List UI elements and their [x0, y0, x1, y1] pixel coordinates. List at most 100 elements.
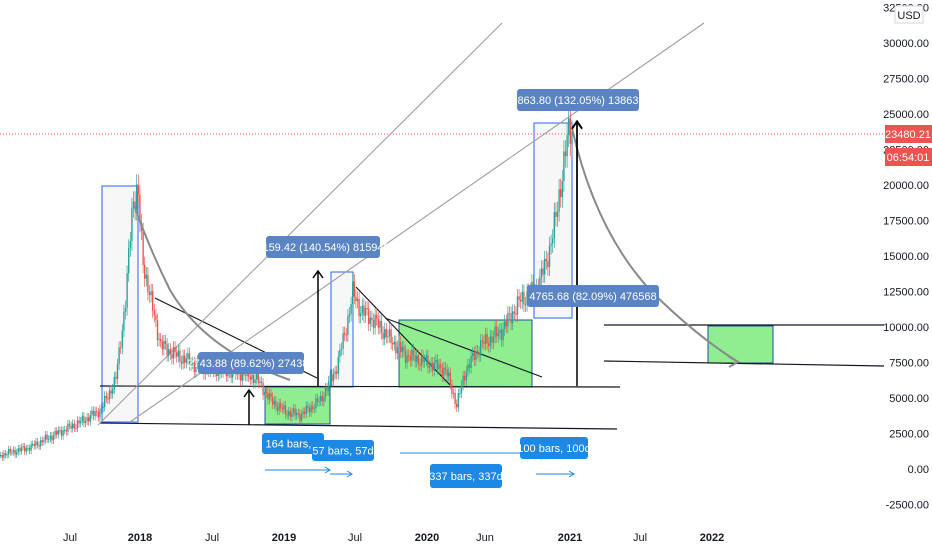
candle-body: [132, 201, 135, 208]
candle-body: [449, 372, 451, 385]
candle-body: [308, 407, 311, 413]
candle-body: [569, 118, 571, 145]
candle-body: [108, 390, 111, 400]
candle-body: [476, 351, 479, 353]
candle-body: [59, 430, 61, 432]
candle-body: [494, 326, 496, 337]
y-tick-label: 25000.00: [883, 109, 929, 121]
y-tick-label: 20000.00: [883, 180, 929, 192]
candle-body: [169, 349, 171, 354]
candle-body: [257, 373, 259, 384]
candle-body: [123, 311, 125, 331]
candle-body: [280, 403, 282, 408]
candle-body: [172, 347, 175, 359]
candle-body: [337, 356, 339, 374]
candle-body: [294, 408, 296, 416]
candle-body: [459, 393, 461, 395]
candle-body: [0, 455, 2, 456]
candle-body: [435, 359, 437, 363]
candle-body: [385, 329, 387, 337]
candle-body: [292, 408, 295, 413]
candle-body: [283, 405, 285, 410]
candle-body: [291, 412, 293, 417]
candle-body: [80, 421, 82, 424]
candle-body: [465, 371, 467, 381]
candle-body: [164, 340, 167, 344]
candle-body: [56, 430, 58, 435]
candle-body: [120, 347, 122, 349]
y-tick-label: 30000.00: [883, 38, 929, 50]
candle-body: [100, 407, 103, 410]
candle-body: [480, 340, 482, 356]
candle-body: [371, 317, 373, 321]
candle-body: [310, 405, 312, 413]
candle-body: [353, 281, 355, 297]
candle-body: [244, 375, 247, 377]
candle-body: [153, 310, 155, 316]
candle-body: [168, 349, 170, 356]
candle-body: [350, 304, 352, 315]
candle-body: [460, 385, 463, 394]
candle-body: [516, 296, 519, 315]
candle-body: [382, 332, 384, 339]
candle-body: [68, 423, 71, 426]
trend-line: [99, 422, 618, 430]
candle-body: [321, 395, 323, 402]
candle-body: [177, 350, 179, 357]
y-tick-label: 15000.00: [883, 251, 929, 263]
candle-body: [540, 268, 543, 277]
candle-body: [452, 392, 455, 394]
annotation-label: 337 bars, 337d: [429, 471, 502, 483]
candle-body: [364, 308, 367, 316]
candle-body: [256, 373, 258, 380]
current-price-label: 23480.21: [885, 129, 931, 141]
candle-body: [352, 281, 354, 305]
candle-body: [345, 334, 347, 336]
candle-body: [425, 355, 427, 361]
candle-body: [72, 423, 74, 429]
annotation-label-bg: [517, 89, 639, 111]
candle-body: [372, 320, 375, 328]
candle-body: [356, 298, 359, 302]
candle-body: [195, 363, 197, 373]
candle-body: [110, 390, 112, 394]
x-tick-label: 2022: [700, 532, 724, 544]
candle-body: [25, 448, 27, 452]
candle-body: [179, 350, 181, 362]
candle-body: [115, 376, 117, 379]
candle-body: [187, 353, 189, 359]
candle-body: [160, 339, 162, 342]
candle-body: [332, 373, 335, 382]
candle-body: [102, 406, 104, 408]
candle-body: [374, 314, 376, 328]
bars-range-arrow: [346, 470, 353, 478]
y-tick-label: 12500.00: [883, 287, 929, 299]
candle-body: [11, 452, 13, 454]
candle-body: [395, 341, 397, 354]
candle-body: [278, 403, 280, 411]
candle-body: [523, 291, 525, 305]
candle-body: [96, 410, 98, 413]
candle-body: [83, 416, 85, 424]
candle-body: [249, 376, 251, 380]
candle-body: [358, 298, 360, 317]
candle-body: [176, 352, 178, 357]
candle-body: [491, 336, 493, 343]
candle-body: [510, 313, 512, 324]
candle-body: [62, 430, 64, 436]
candle-body: [94, 410, 96, 417]
candle-body: [281, 407, 283, 410]
candle-body: [414, 355, 416, 362]
candle-body: [27, 448, 29, 450]
candle-body: [35, 441, 37, 447]
candle-body: [17, 448, 19, 453]
candle-body: [334, 371, 336, 374]
candle-body: [440, 364, 442, 369]
candle-body: [112, 389, 114, 394]
candle-body: [251, 374, 253, 380]
annotation-label-bg: [266, 236, 380, 258]
candle-body: [524, 304, 527, 306]
candle-body: [478, 352, 480, 356]
candle-body: [33, 444, 35, 447]
